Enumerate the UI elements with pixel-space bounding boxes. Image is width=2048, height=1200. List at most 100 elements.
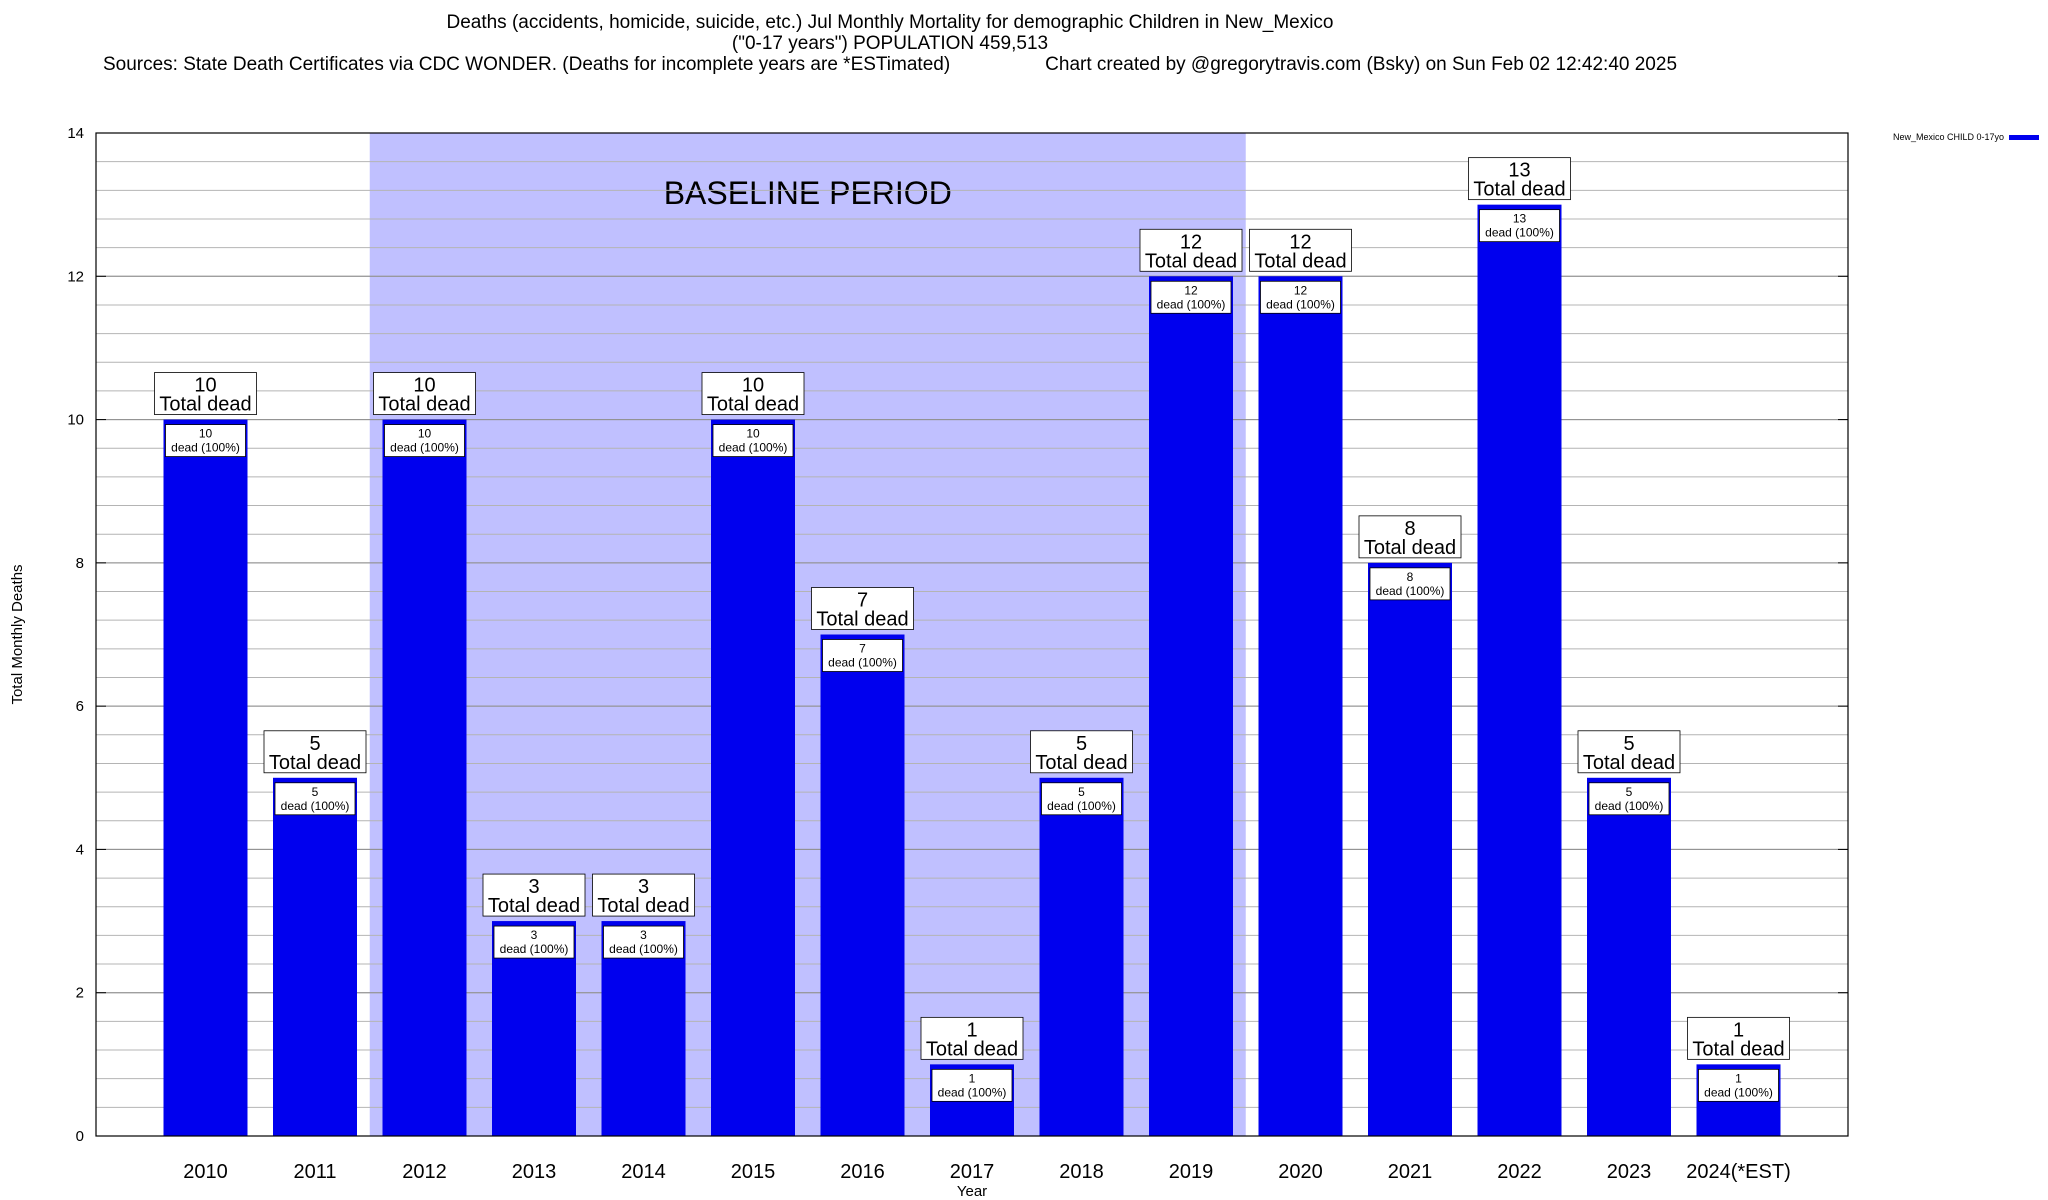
bar-total-value-label: 3 (638, 876, 649, 898)
legend-swatch (2009, 135, 2039, 140)
bar-inner-label-box (384, 424, 465, 457)
bar-inner-caption: dead (100%) (1485, 226, 1554, 240)
x-axis-label: Year (957, 1183, 987, 1200)
y-tick-label: 2 (76, 985, 84, 1002)
bar-inner-value-label: 10 (418, 427, 432, 441)
bar-inner-value-label: 10 (199, 427, 213, 441)
bar-total-value-label: 7 (857, 590, 868, 612)
bar-total-caption: Total dead (597, 895, 689, 917)
bar-total-value-label: 5 (309, 733, 320, 755)
bar-total-value-label: 12 (1289, 231, 1311, 253)
bar (1477, 204, 1562, 1137)
chart-subtitle: ("0-17 years") POPULATION 459,513 (731, 33, 1049, 54)
bar-inner-value-label: 1 (969, 1071, 976, 1085)
bar-inner-value-label: 5 (1626, 785, 1633, 799)
bar-inner-caption: dead (100%) (171, 441, 240, 455)
bar-total-label-box (592, 873, 695, 917)
bar-total-label-box (1249, 228, 1352, 272)
y-tick-label: 8 (76, 555, 84, 572)
x-tick-label: 2021 (1388, 1161, 1433, 1183)
bar-total-caption: Total dead (926, 1038, 1018, 1060)
x-tick-label: 2024(*EST) (1686, 1161, 1791, 1183)
x-tick-label: 2020 (1278, 1161, 1323, 1183)
bar-inner-caption: dead (100%) (719, 441, 788, 455)
bar (1039, 777, 1124, 1136)
bar-inner-caption: dead (100%) (1704, 1085, 1773, 1099)
bar-total-label-box (373, 372, 476, 415)
x-tick-label: 2015 (731, 1161, 776, 1183)
x-tick-label: 2013 (512, 1161, 557, 1183)
bar-total-caption: Total dead (1035, 752, 1127, 774)
chart-sources: Sources: State Death Certificates via CD… (102, 54, 951, 75)
legend-label: New_Mexico CHILD 0-17yo (1893, 132, 2004, 142)
bar-inner-caption: dead (100%) (1376, 584, 1445, 598)
bar-inner-value-label: 10 (746, 427, 760, 441)
bar-total-caption: Total dead (707, 394, 799, 416)
bar-inner-caption: dead (100%) (609, 942, 678, 956)
bar (820, 634, 905, 1136)
bar-total-label-box (1577, 730, 1681, 774)
x-tick-label: 2011 (293, 1161, 336, 1183)
bar-total-caption: Total dead (159, 394, 251, 416)
bar-total-caption: Total dead (488, 895, 580, 917)
bar-total-caption: Total dead (1692, 1038, 1784, 1060)
y-tick-label: 6 (76, 698, 84, 715)
y-tick-label: 12 (67, 268, 84, 285)
y-tick-label: 0 (76, 1128, 84, 1145)
bar-total-value-label: 8 (1404, 518, 1415, 540)
bar-total-label-box (154, 372, 257, 415)
bar (711, 419, 795, 1137)
bar-inner-label-box (931, 1068, 1013, 1102)
bar (1587, 777, 1671, 1136)
x-tick-label: 2022 (1497, 1161, 1542, 1183)
bar (1258, 276, 1343, 1136)
bar-total-value-label: 5 (1076, 733, 1087, 755)
plot-frame (95, 132, 1849, 1137)
chart-credit: Chart created by @gregorytravis.com (Bsk… (1045, 54, 1678, 75)
bar-inner-value-label: 5 (312, 785, 319, 799)
bar-total-label-box (482, 873, 586, 917)
bar-total-label-box (811, 587, 914, 630)
x-tick-label: 2010 (183, 1161, 228, 1183)
bar-inner-label-box (1369, 567, 1451, 601)
chart-title-block: Deaths (accidents, homicide, suicide, et… (0, 12, 1780, 75)
bar-total-caption: Total dead (1364, 537, 1456, 559)
bar-total-value-label: 10 (413, 375, 435, 397)
bar-total-value-label: 3 (528, 876, 539, 898)
bar-inner-value-label: 12 (1294, 283, 1308, 297)
y-tick-label: 14 (67, 125, 84, 142)
bar-total-value-label: 12 (1180, 231, 1202, 253)
bar-inner-label-box (1260, 280, 1341, 314)
bar-total-label-box (263, 730, 367, 774)
bar-inner-value-label: 8 (1407, 570, 1414, 584)
bar-inner-label-box (493, 925, 575, 959)
bar-inner-value-label: 1 (1735, 1071, 1742, 1085)
bar-inner-value-label: 7 (859, 642, 866, 656)
x-tick-label: 2014 (621, 1161, 666, 1183)
bar-inner-caption: dead (100%) (828, 656, 897, 670)
bar-total-label-box (1468, 157, 1571, 201)
bar-total-value-label: 1 (1733, 1019, 1744, 1041)
bar-total-value-label: 1 (966, 1019, 977, 1041)
bar-total-caption: Total dead (1583, 752, 1675, 774)
x-tick-label: 2019 (1169, 1161, 1214, 1183)
bar-total-label-box (1687, 1016, 1790, 1060)
x-tick-label: 2017 (950, 1161, 995, 1183)
bar-inner-caption: dead (100%) (1047, 799, 1116, 813)
x-tick-label: 2012 (402, 1161, 447, 1183)
bar-inner-caption: dead (100%) (390, 441, 459, 455)
bar (1149, 276, 1233, 1136)
bar-inner-label-box (712, 424, 794, 457)
baseline-period-label: BASELINE PERIOD (664, 175, 952, 211)
bar-total-label-box (920, 1016, 1024, 1060)
bar-inner-caption: dead (100%) (1595, 799, 1664, 813)
bar-total-caption: Total dead (1254, 250, 1346, 272)
y-tick-label: 10 (67, 412, 84, 429)
bar-inner-caption: dead (100%) (500, 942, 569, 956)
y-axis-label: Total Monthly Deaths (9, 564, 26, 704)
bar (273, 777, 357, 1136)
y-tick-label: 4 (76, 841, 84, 858)
bar-inner-label-box (1698, 1068, 1779, 1102)
bar-inner-label-box (603, 925, 684, 959)
chart-title: Deaths (accidents, homicide, suicide, et… (446, 12, 1334, 33)
